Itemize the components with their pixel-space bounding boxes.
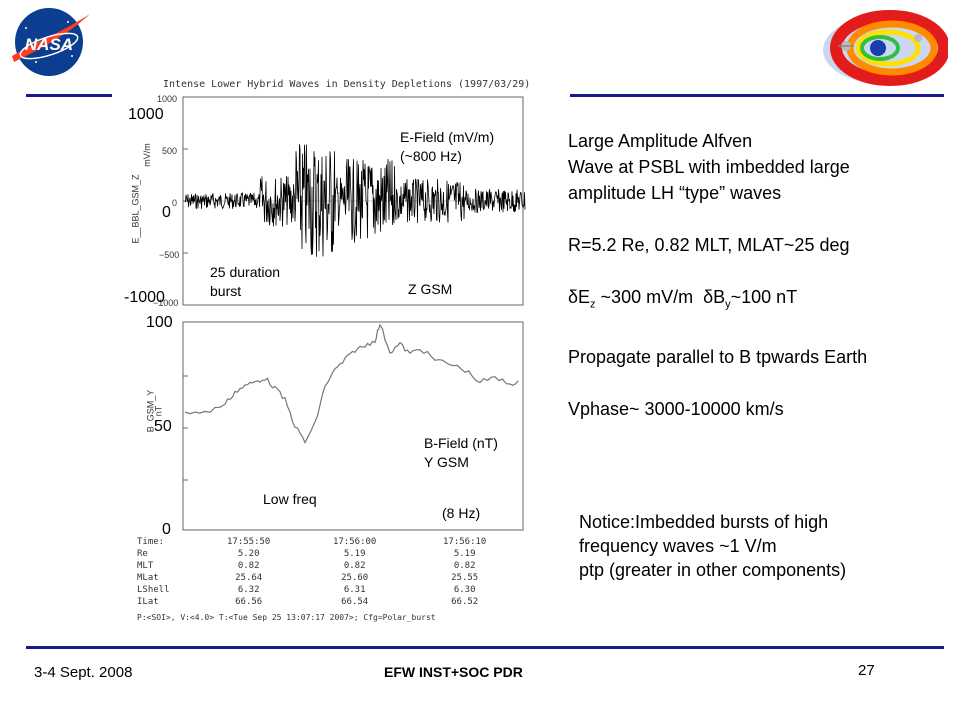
bfield-freq-label: (8 Hz) xyxy=(442,505,481,521)
time-cell: 5.19 xyxy=(343,549,366,559)
time-table-col-3: 17:56:10 5.19 0.82 25.55 6.30 66.52 xyxy=(443,536,486,608)
efield-tick-1000: 1000 xyxy=(128,106,164,123)
efield-trace xyxy=(184,144,526,257)
field-amplitudes: δEz ~300 mV/m δBy~100 nT xyxy=(568,284,948,318)
footer-page-number: 27 xyxy=(858,662,875,679)
time-table-labels: Time: Re MLT MLat LShell ILat xyxy=(137,536,170,608)
time-row-label: Time: xyxy=(137,537,165,547)
bfield-trace xyxy=(184,323,519,445)
notice-block: Notice:Imbedded bursts of high frequency… xyxy=(579,510,939,582)
time-row-label: MLat xyxy=(137,573,159,583)
efield-ylabel: E__BBL_GSM_Z xyxy=(130,174,142,243)
nasa-logo-text: NASA xyxy=(25,35,73,54)
bfield-tick-50: 50 xyxy=(154,418,172,435)
plot-figure: Intense Lower Hybrid Waves in Density De… xyxy=(131,75,555,622)
time-cell: 5.19 xyxy=(453,549,476,559)
e-subscript: z xyxy=(590,298,596,311)
plot-title: Intense Lower Hybrid Waves in Density De… xyxy=(163,79,531,90)
time-row-label: LShell xyxy=(137,585,170,595)
description-line-4: R=5.2 Re, 0.82 MLT, MLAT~25 deg xyxy=(568,235,850,255)
time-table-footer: P:<SOI>, V:<4.0> T:<Tue Sep 25 13:07:17 … xyxy=(137,613,436,622)
efield-label: E-Field (mV/m) (~800 Hz) xyxy=(400,128,494,166)
time-cell: 25.64 xyxy=(235,573,263,583)
efield-small-tick-4: −1000 xyxy=(153,298,179,308)
time-cell: 66.56 xyxy=(235,597,263,607)
b-value: ~100 nT xyxy=(730,287,798,307)
time-cell: 0.82 xyxy=(237,561,260,571)
header-rule-left xyxy=(26,94,112,97)
e-value: ~300 mV/m xyxy=(595,287,704,307)
burst-label-line2: burst xyxy=(210,283,242,299)
description-line-2: Wave at PSBL with imbedded large xyxy=(568,157,850,177)
radiation-belts-icon xyxy=(823,10,948,86)
footer-rule xyxy=(26,646,944,649)
description-block: Large Amplitude Alfven Wave at PSBL with… xyxy=(568,128,948,422)
notice-line-1: Notice:Imbedded bursts of high xyxy=(579,512,829,532)
time-cell: 25.55 xyxy=(451,573,479,583)
efield-tick-neg1000: -1000 xyxy=(124,289,165,306)
time-cell: 17:56:00 xyxy=(333,537,377,547)
efield-small-tick-3: −500 xyxy=(159,250,180,260)
time-cell: 17:56:10 xyxy=(443,537,487,547)
efield-panel xyxy=(182,96,526,306)
nasa-logo-icon: NASA xyxy=(12,8,90,76)
description-line-3: amplitude LH “type” waves xyxy=(568,183,782,203)
b-symbol: B xyxy=(713,287,726,307)
time-table-col-1: 17:55:50 5.20 0.82 25.64 6.32 66.56 xyxy=(227,536,270,608)
efield-tick-0: 0 xyxy=(162,204,171,221)
time-cell: 66.52 xyxy=(451,597,479,607)
time-table-col-2: 17:56:00 5.19 0.82 25.60 6.31 66.54 xyxy=(333,536,376,608)
b-subscript: y xyxy=(725,298,731,311)
time-cell: 66.54 xyxy=(341,597,369,607)
bfield-panel xyxy=(182,321,524,531)
z-gsm-label: Z GSM xyxy=(408,281,453,297)
bfield-tick-0: 0 xyxy=(162,521,171,538)
notice-line-3: ptp (greater in other components) xyxy=(579,560,847,580)
bfield-label-line2: Y GSM xyxy=(424,454,469,470)
time-cell: 0.82 xyxy=(453,561,476,571)
efield-small-tick-2: 0 xyxy=(172,198,178,208)
time-row-label: Re xyxy=(137,549,148,559)
bfield-label: B-Field (nT) Y GSM xyxy=(424,434,498,472)
notice-line-2: frequency waves ~1 V/m xyxy=(579,536,777,556)
burst-label-line1: 25 duration xyxy=(210,264,281,280)
efield-label-line2: (~800 Hz) xyxy=(400,148,462,164)
efield-small-tick-0: 1000 xyxy=(157,94,178,104)
efield-label-line1: E-Field (mV/m) xyxy=(400,129,495,145)
bfield-yunit: nT xyxy=(153,405,164,417)
header-rule-right xyxy=(570,94,944,97)
time-row-label: MLT xyxy=(137,561,154,571)
time-cell: 6.30 xyxy=(453,585,476,595)
description-line-6: Propagate parallel to B tpwards Earth xyxy=(568,346,868,367)
efield-yunit: mV/m xyxy=(141,143,152,167)
time-row-label: ILat xyxy=(137,597,159,607)
delta-symbol-2: δ xyxy=(703,287,714,307)
e-symbol: E xyxy=(578,287,591,307)
bfield-label-line1: B-Field (nT) xyxy=(424,435,498,451)
low-freq-label: Low freq xyxy=(263,491,317,507)
burst-label: 25 duration burst xyxy=(210,263,280,301)
footer-title: EFW INST+SOC PDR xyxy=(384,664,523,680)
time-cell: 6.31 xyxy=(343,585,366,595)
description-line-1: Large Amplitude Alfven xyxy=(568,131,753,151)
time-cell: 0.82 xyxy=(343,561,366,571)
footer-date: 3-4 Sept. 2008 xyxy=(34,664,133,681)
description-line-7: Vphase~ 3000-10000 km/s xyxy=(568,398,784,419)
time-cell: 25.60 xyxy=(341,573,369,583)
time-cell: 6.32 xyxy=(237,585,260,595)
efield-ylabel-text: E__BBL_GSM_Z xyxy=(130,174,141,244)
time-cell: 5.20 xyxy=(237,549,260,559)
time-cell: 17:55:50 xyxy=(227,537,271,547)
efield-small-tick-1: 500 xyxy=(162,146,178,156)
bfield-tick-100: 100 xyxy=(146,314,173,331)
delta-symbol: δ xyxy=(568,287,579,307)
